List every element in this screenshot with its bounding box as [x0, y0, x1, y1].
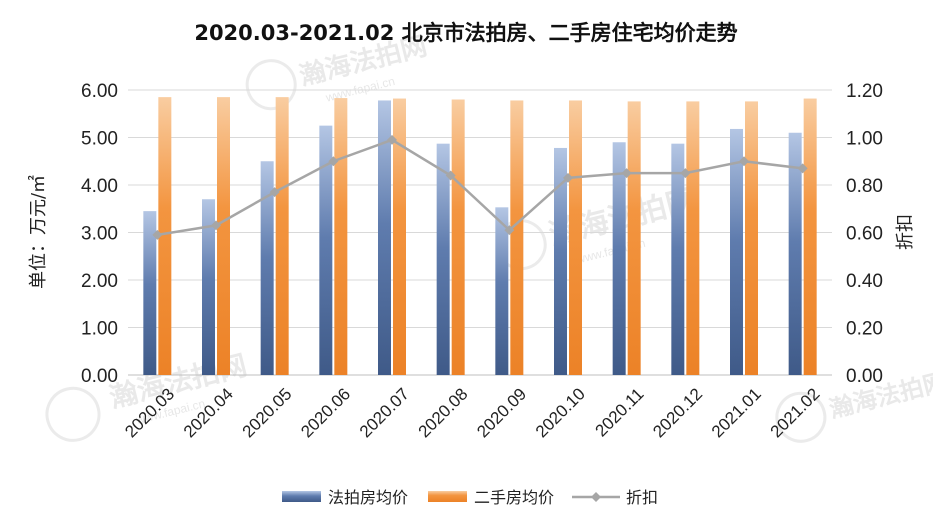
legend-label-discount: 折扣: [626, 488, 658, 507]
discount-point: [211, 220, 221, 231]
discount-point: [621, 168, 632, 179]
bar-resale-price: [451, 99, 465, 375]
bar-auction-price: [319, 125, 333, 375]
x-tick-label: 2020.11: [591, 384, 647, 440]
x-tick-label: 2021.01: [708, 384, 765, 441]
legend-label-auction: 法拍房均价: [328, 488, 408, 507]
watermark-seal-icon: [775, 391, 827, 443]
discount-point: [152, 229, 163, 240]
y2-tick-label: 1.00: [846, 129, 883, 150]
y2-tick-label: 0.20: [846, 319, 883, 340]
x-tick-label: 2020.05: [239, 384, 296, 441]
x-tick-label: 2020.08: [415, 384, 472, 441]
y-axis-right: 0.00 0.20 0.40 0.60 0.80 1.00 1.20: [846, 81, 883, 387]
y2-axis-label: 折扣: [895, 214, 916, 250]
chart-title: 2020.03-2021.02 北京市法拍房、二手房住宅均价走势: [194, 21, 737, 45]
bar-resale-price: [393, 98, 406, 376]
discount-point: [739, 156, 749, 167]
bar-auction-price: [671, 143, 685, 375]
bar-auction-price: [612, 142, 626, 375]
y2-tick-label: 0.40: [846, 271, 883, 292]
discount-point: [387, 134, 397, 145]
bar-resale-price: [275, 97, 289, 375]
y2-tick-label: 1.20: [846, 81, 883, 102]
legend-marker-discount: [591, 492, 601, 502]
y2-tick-label: 0.80: [846, 176, 883, 197]
discount-point: [797, 163, 808, 174]
discount-line: [152, 134, 808, 240]
bar-auction-price: [202, 199, 215, 375]
discount-point: [269, 187, 280, 198]
y-tick-label: 3.00: [81, 224, 118, 245]
discount-point: [563, 172, 573, 183]
legend-swatch-auction: [282, 491, 321, 502]
bar-resale-price: [217, 97, 230, 375]
y-tick-label: 6.00: [81, 81, 118, 102]
x-axis: 2020.03 2020.04 2020.05 2020.06 2020.07 2020.…: [121, 384, 823, 441]
y2-tick-label: 0.00: [846, 366, 883, 387]
y-tick-label: 0.00: [81, 366, 118, 387]
x-tick-label: 2020.09: [473, 384, 530, 441]
y-axis-label: 单位：万元/㎡: [27, 175, 49, 289]
bar-resale-price: [158, 97, 172, 375]
bar-auction-price: [436, 143, 450, 375]
x-tick-label: 2020.07: [356, 384, 413, 441]
y-tick-label: 1.00: [81, 319, 118, 340]
bar-resale-price: [745, 101, 758, 376]
legend: 法拍房均价 二手房均价 折扣: [282, 488, 658, 507]
y2-tick-label: 0.60: [846, 224, 883, 245]
y-tick-label: 4.00: [81, 176, 118, 197]
y-tick-label: 5.00: [81, 129, 118, 150]
legend-label-resale: 二手房均价: [474, 488, 554, 507]
bar-resale-price: [569, 100, 582, 375]
bar-resale-price: [510, 100, 524, 375]
discount-point: [328, 156, 339, 167]
bar-auction-price: [143, 211, 157, 375]
bar-auction-price: [260, 161, 274, 375]
discount-point: [445, 170, 456, 181]
watermark-seal-icon: [245, 59, 297, 111]
discount-point: [504, 225, 515, 236]
x-tick-label: 2020.06: [297, 384, 354, 441]
legend-swatch-resale: [428, 491, 467, 502]
x-tick-label: 2020.12: [649, 384, 706, 441]
bar-resale-price: [627, 101, 641, 376]
discount-line-path: [157, 138, 803, 237]
gridlines: [128, 89, 832, 376]
y-tick-label: 2.00: [81, 271, 118, 292]
watermark-seal-icon: [45, 386, 101, 442]
bars: [143, 97, 817, 376]
bar-resale-price: [686, 101, 700, 376]
bar-auction-price: [495, 207, 509, 375]
x-tick-label: 2020.10: [532, 384, 589, 441]
y-axis-left: 0.00 1.00 2.00 3.00 4.00 5.00 6.00: [81, 81, 118, 387]
bar-resale-price: [334, 98, 348, 375]
bar-resale-price: [803, 98, 817, 376]
bar-auction-price: [554, 147, 567, 375]
bar-auction-price: [788, 132, 802, 375]
bar-auction-price: [730, 128, 743, 375]
discount-point: [680, 168, 691, 179]
bar-auction-price: [378, 100, 391, 375]
